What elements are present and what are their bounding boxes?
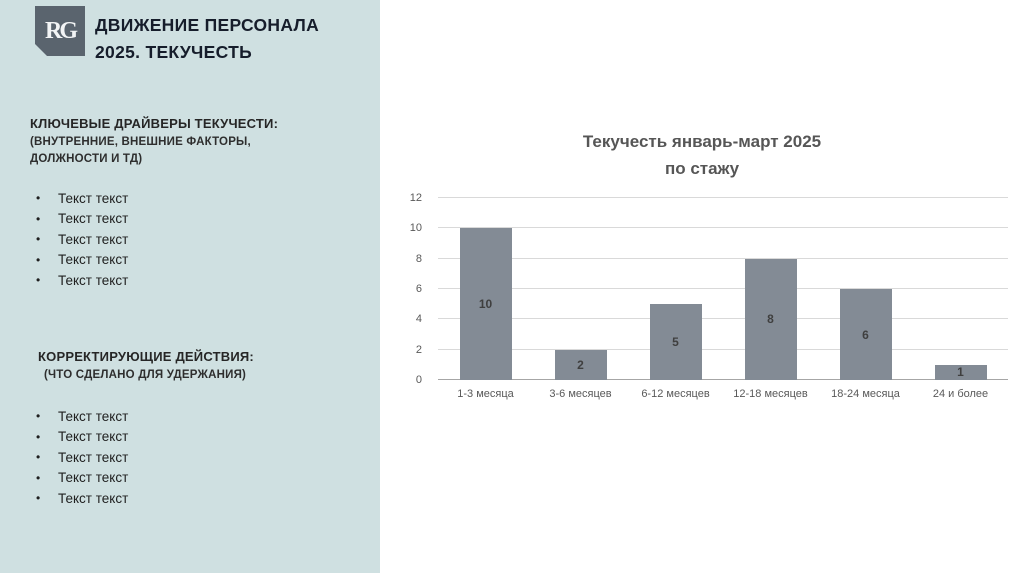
chart-categories: 1-3 месяца 3-6 месяцев 6-12 месяцев 12-18 м… [438,388,1008,400]
bullet-marker: • [36,232,41,247]
bullet-marker: • [36,429,41,444]
gridline [438,318,1008,320]
category-label: 3-6 месяцев [549,388,612,400]
category-label: 24 и более [932,388,989,400]
bullet-text: Текст текст [58,211,129,227]
company-logo: RG [35,6,85,56]
gridlines [438,197,1008,380]
key-drivers-subheading-line1: (ВНУТРЕННИЕ, ВНЕШНИЕ ФАКТОРЫ, [30,136,251,148]
y-tick-label: 8 [415,252,422,265]
y-axis: 0 2 4 6 8 10 12 [380,192,430,386]
bullet-text: Текст текст [58,408,129,424]
bullet-item: • Текст текст [36,188,356,209]
bar-value-label: 2 [577,357,584,372]
bar-value-label: 6 [862,327,869,342]
bullet-text: Текст текст [58,231,129,247]
bar: 10 [459,228,512,380]
bullet-item: • Текст текст [36,468,356,489]
gridline [438,227,1008,229]
bullet-marker: • [36,273,41,288]
chart-bars: 10 2 5 8 6 1 [438,198,1008,380]
bar-value-label: 1 [957,365,964,380]
bullet-marker: • [36,409,41,424]
gridline [438,257,1008,259]
chart-panel: Текучесть январь-март 2025 по стажу 0 2 4 6… [380,0,1024,573]
bar-slot: 6 [818,198,913,380]
sidebar-panel: RG ДВИЖЕНИЕ ПЕРСОНАЛА 2025. ТЕКУЧЕСТЬ КЛ… [0,0,380,573]
bar-slot: 2 [533,198,628,380]
bar-value-label: 8 [767,312,774,327]
y-tick-label: 6 [415,283,422,295]
bar-value-label: 10 [478,297,493,312]
bullet-marker: • [36,450,41,465]
y-tick-label: 0 [415,374,422,386]
chart-title: Текучесть январь-март 2025 по стажу [380,128,1024,182]
bar-slot: 10 [438,198,533,380]
bullet-item: • Текст текст [36,209,356,230]
bullet-text: Текст текст [58,252,129,268]
bullet-marker: • [36,491,41,506]
category-label: 18-24 месяца [831,388,900,400]
corrective-actions-bullet-list: • Текст текст • Текст текст • Текст текст • Тек… [36,406,356,509]
x-axis-line [438,379,1008,380]
bullet-item: • Текст текст [36,250,356,271]
bar: 8 [744,258,797,380]
corrective-actions-subheading: (ЧТО СДЕЛАНО ДЛЯ УДЕРЖАНИЯ) [44,369,247,381]
bar: 1 [934,364,987,380]
bullet-marker: • [36,211,41,226]
plot-area: 10 2 5 8 6 1 [438,197,1008,380]
bullet-text: Текст текст [58,470,129,486]
bullet-text: Текст текст [58,490,129,506]
bullet-item: • Текст текст [36,406,356,427]
bar: 2 [554,349,607,380]
bullet-text: Текст текст [58,190,129,206]
gridline [438,197,1008,198]
bar: 5 [649,304,702,380]
key-drivers-subheading-line2: ДОЛЖНОСТИ И ТД) [30,153,143,165]
category-label: 12-18 месяцев [733,388,808,400]
bar-slot: 8 [723,198,818,380]
corrective-actions-heading: КОРРЕКТИРУЮЩИЕ ДЕЙСТВИЯ: [38,349,254,364]
bullet-item: • Текст текст [36,447,356,468]
bar-value-label: 5 [672,335,679,350]
y-tick-label: 2 [415,343,422,356]
slide-title: ДВИЖЕНИЕ ПЕРСОНАЛА 2025. ТЕКУЧЕСТЬ [95,12,375,66]
chart-title-line2: по стажу [664,159,740,178]
chart-title-line1: Текучесть январь-март 2025 [582,132,822,151]
key-drivers-bullet-list: • Текст текст • Текст текст • Текст текст • Тек… [36,188,356,291]
bullet-item: • Текст текст [36,488,356,509]
slide-title-line2: 2025. ТЕКУЧЕСТЬ [95,42,252,62]
y-tick-label: 12 [409,192,422,204]
bullet-marker: • [36,470,41,485]
logo-monogram: RG [45,17,78,44]
bar-slot: 1 [913,198,1008,380]
y-tick-label: 10 [409,222,422,235]
corrective-actions-section: КОРРЕКТИРУЮЩИЕ ДЕЙСТВИЯ: (ЧТО СДЕЛАНО ДЛ… [38,349,358,384]
logo-notch [35,44,47,56]
bullet-item: • Текст текст [36,229,356,250]
bar: 6 [839,289,892,380]
slide-title-line1: ДВИЖЕНИЕ ПЕРСОНАЛА [95,15,320,35]
bullet-text: Текст текст [58,449,129,465]
key-drivers-heading: КЛЮЧЕВЫЕ ДРАЙВЕРЫ ТЕКУЧЕСТИ: [30,116,279,131]
bullet-text: Текст текст [58,429,129,445]
bullet-marker: • [36,191,41,206]
gridline [438,288,1008,289]
bullet-marker: • [36,252,41,267]
bar-slot: 5 [628,198,723,380]
bullet-text: Текст текст [58,272,129,288]
bullet-item: • Текст текст [36,427,356,448]
bullet-item: • Текст текст [36,270,356,291]
y-tick-label: 4 [415,313,422,326]
category-label: 1-3 месяца [457,388,514,400]
category-label: 6-12 месяцев [641,388,710,400]
key-drivers-section: КЛЮЧЕВЫЕ ДРАЙВЕРЫ ТЕКУЧЕСТИ: (ВНУТРЕННИЕ… [30,116,360,168]
gridline [438,348,1008,350]
